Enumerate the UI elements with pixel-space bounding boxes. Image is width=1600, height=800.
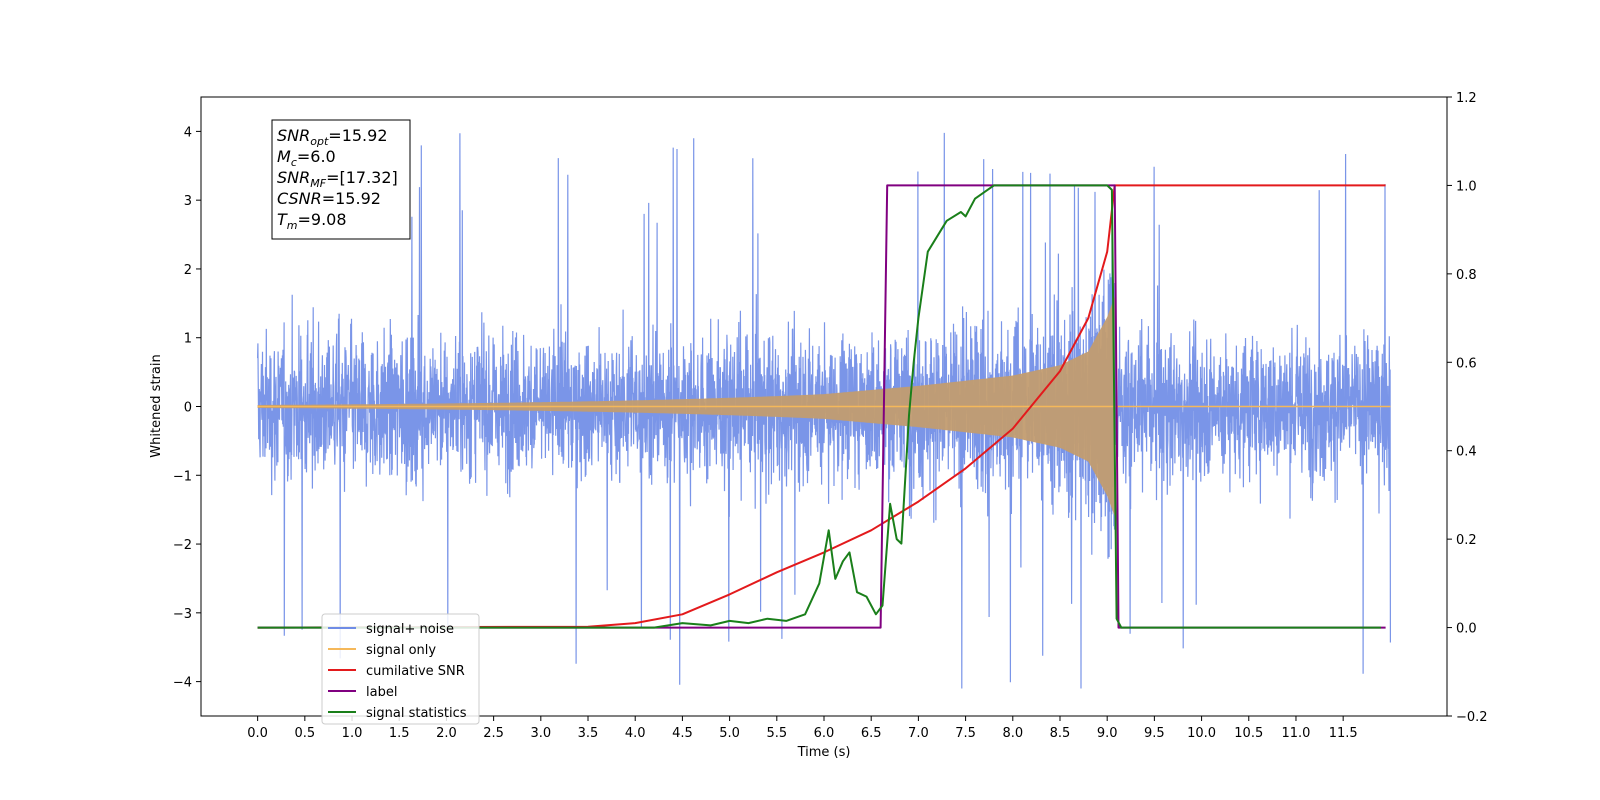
y-right-tick-label: 1.2 — [1456, 91, 1477, 106]
x-tick-label: 1.5 — [389, 726, 410, 741]
y-left-tick-label: −2 — [173, 538, 192, 553]
annotation-symbol: M — [277, 147, 291, 166]
x-tick-label: 2.5 — [483, 726, 504, 741]
annotation-value: =[17.32] — [326, 168, 398, 187]
x-tick-label: 1.0 — [342, 726, 363, 741]
x-tick-label: 10.0 — [1187, 726, 1216, 741]
x-tick-label: 3.5 — [578, 726, 599, 741]
y-right-tick-label: 0.0 — [1456, 622, 1477, 637]
x-tick-label: 9.0 — [1097, 726, 1118, 741]
annotation-subscript: MF — [310, 177, 326, 190]
x-tick-label: 9.5 — [1144, 726, 1165, 741]
annotation-symbol: T — [277, 210, 288, 229]
y-right-tick-label: 1.0 — [1456, 179, 1477, 194]
annotation-line: Tm=9.08 — [277, 210, 347, 232]
y-right-tick-label: 0.8 — [1456, 268, 1477, 283]
y-left-tick-label: 1 — [184, 332, 192, 347]
series-cumilative-snr — [257, 184, 1386, 629]
annotation-subscript: c — [291, 156, 297, 169]
legend-label: cumilative SNR — [366, 664, 465, 679]
stats-annotation-box: SNRopt=15.92Mc=6.0SNRMF=[17.32]CSNR=15.9… — [271, 119, 411, 240]
y-left-tick-label: −1 — [173, 469, 192, 484]
annotation-symbol: CSNR — [277, 189, 322, 208]
y-axis-right: 1.2 1.0 0.8 0.6 0.4 0.2 0.0 −0.2 — [1447, 91, 1488, 725]
x-tick-label: 2.0 — [436, 726, 457, 741]
x-tick-label: 6.0 — [814, 726, 835, 741]
x-tick-label: 6.5 — [861, 726, 882, 741]
annotation-value: =6.0 — [297, 147, 336, 166]
x-tick-label: 4.0 — [625, 726, 646, 741]
y-left-tick-label: 3 — [184, 194, 192, 209]
y-right-tick-label: 0.4 — [1456, 445, 1477, 460]
x-tick-label: 0.5 — [294, 726, 315, 741]
annotation-symbol: SNR — [277, 126, 310, 145]
x-tick-label: 5.0 — [719, 726, 740, 741]
x-tick-label: 10.5 — [1234, 726, 1263, 741]
annotation-value: =15.92 — [322, 189, 381, 208]
series-layer — [257, 132, 1391, 689]
x-tick-label: 11.5 — [1329, 726, 1358, 741]
y-left-tick-label: 2 — [184, 263, 192, 278]
legend-label: signal+ noise — [366, 622, 454, 637]
y-left-tick-label: 0 — [184, 401, 192, 416]
y-axis-left: 4 3 2 1 0 −1 −2 −3 −4 — [173, 125, 201, 691]
annotation-subscript: m — [287, 219, 298, 232]
y-axis-left-label: Whitened strain — [149, 354, 164, 457]
annotation-value: =9.08 — [298, 210, 347, 229]
legend: signal+ noise signal only cumilative SNR la… — [321, 613, 480, 725]
annotation-value: =15.92 — [328, 126, 387, 145]
y-left-tick-label: 4 — [184, 125, 192, 140]
x-tick-label: 7.0 — [908, 726, 929, 741]
annotation-line: SNRMF=[17.32] — [277, 168, 398, 190]
annotation-line: Mc=6.0 — [277, 147, 336, 169]
x-axis: 0.0 0.5 1.0 1.5 2.0 2.5 3.0 3.5 4.0 4.5 5.0 5.5 6.0 6… — [247, 716, 1358, 741]
legend-label: signal statistics — [366, 706, 467, 721]
series-signal-noise — [257, 132, 1391, 689]
x-tick-label: 11.0 — [1281, 726, 1310, 741]
x-tick-label: 0.0 — [247, 726, 268, 741]
annotation-symbol: SNR — [277, 168, 310, 187]
x-tick-label: 8.0 — [1002, 726, 1023, 741]
x-tick-label: 4.5 — [672, 726, 693, 741]
annotation-subscript: opt — [310, 135, 329, 148]
x-axis-label: Time (s) — [797, 745, 851, 760]
y-left-tick-label: −3 — [173, 607, 192, 622]
y-right-tick-label: 0.2 — [1456, 533, 1477, 548]
y-right-tick-label: 0.6 — [1456, 356, 1477, 371]
x-tick-label: 8.5 — [1050, 726, 1071, 741]
x-tick-label: 3.0 — [530, 726, 551, 741]
annotation-line: CSNR=15.92 — [277, 189, 381, 208]
y-right-tick-label: −0.2 — [1456, 710, 1488, 725]
x-tick-label: 7.5 — [955, 726, 976, 741]
legend-label: signal only — [366, 643, 436, 658]
series-signal-statistics — [257, 184, 1381, 629]
x-tick-label: 5.5 — [766, 726, 787, 741]
annotation-line: SNRopt=15.92 — [277, 126, 388, 148]
y-left-tick-label: −4 — [173, 676, 192, 691]
legend-label: label — [366, 685, 397, 700]
